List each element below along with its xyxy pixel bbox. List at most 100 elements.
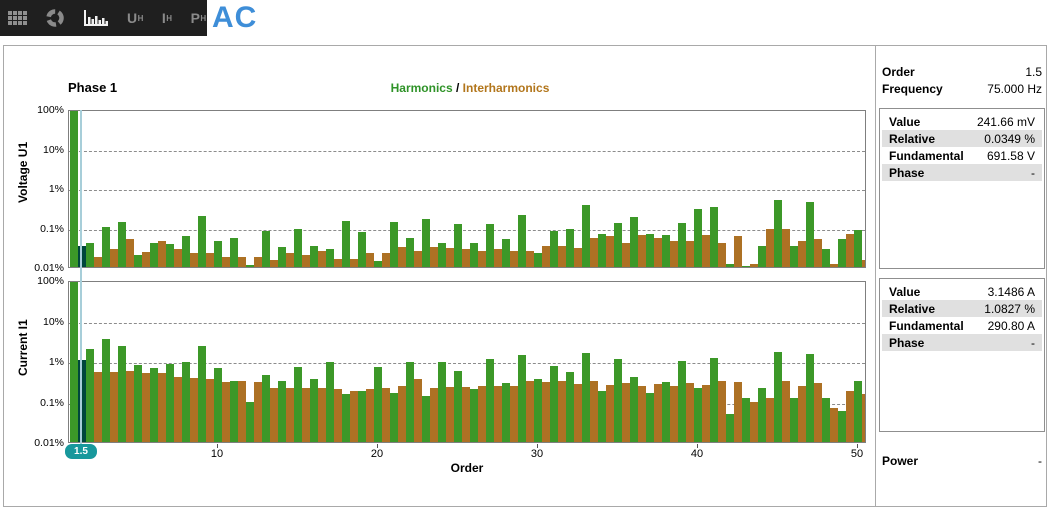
harmonic-bar[interactable] (694, 387, 702, 442)
harmonic-bar[interactable] (806, 201, 814, 267)
harmonic-bar[interactable] (854, 380, 862, 442)
interharmonic-bar[interactable] (574, 248, 582, 267)
harmonic-bar[interactable] (214, 367, 222, 442)
interharmonic-bar[interactable] (526, 381, 534, 442)
harmonic-bar[interactable] (246, 401, 254, 442)
harmonic-bar[interactable] (198, 346, 206, 442)
harmonic-bar[interactable] (86, 348, 94, 442)
harmonic-bar[interactable] (662, 234, 670, 267)
interharmonic-bar[interactable] (222, 382, 230, 442)
interharmonic-bar[interactable] (814, 382, 822, 442)
interharmonic-bar[interactable] (846, 391, 854, 442)
interharmonic-bar[interactable] (334, 258, 342, 267)
harmonic-bar[interactable] (118, 221, 126, 267)
harmonic-bar[interactable] (198, 215, 206, 267)
interharmonic-bar[interactable] (382, 253, 390, 267)
interharmonic-bar[interactable] (174, 377, 182, 442)
harmonic-bar[interactable] (70, 282, 78, 442)
harmonic-bar[interactable] (566, 229, 574, 267)
harmonic-bar[interactable] (598, 391, 606, 442)
table-grid-button[interactable] (6, 4, 29, 32)
harmonic-bar[interactable] (710, 206, 718, 267)
interharmonic-bar[interactable] (478, 251, 486, 267)
harmonic-bar[interactable] (710, 357, 718, 442)
harmonic-bar[interactable] (726, 263, 734, 267)
interharmonic-bar[interactable] (622, 383, 630, 442)
interharmonic-bar[interactable] (734, 236, 742, 267)
interharmonic-bar[interactable] (798, 386, 806, 442)
interharmonic-bar[interactable] (446, 248, 454, 267)
harmonic-bar[interactable] (118, 345, 126, 442)
interharmonic-bar[interactable] (766, 398, 774, 442)
harmonic-bar[interactable] (790, 398, 798, 442)
harmonic-bar[interactable] (774, 199, 782, 267)
harmonic-bar[interactable] (502, 239, 510, 267)
interharmonic-bar[interactable] (702, 385, 710, 442)
interharmonic-bar[interactable] (718, 380, 726, 442)
harmonic-bar[interactable] (534, 379, 542, 442)
interharmonic-bar[interactable] (94, 256, 102, 267)
interharmonic-bar[interactable] (110, 371, 118, 442)
harmonic-bar[interactable] (758, 245, 766, 267)
harmonic-bar[interactable] (758, 387, 766, 442)
interharmonic-bar[interactable] (638, 234, 646, 267)
interharmonic-bar[interactable] (734, 382, 742, 442)
harmonic-bar[interactable] (614, 359, 622, 442)
interharmonic-bar[interactable] (862, 394, 865, 442)
harmonic-bar[interactable] (582, 352, 590, 442)
interharmonic-bar[interactable] (686, 383, 694, 442)
harmonic-bar[interactable] (742, 266, 750, 267)
harmonic-bar[interactable] (582, 204, 590, 267)
interharmonic-bar[interactable] (670, 241, 678, 267)
interharmonic-bar[interactable] (190, 378, 198, 442)
interharmonic-bar[interactable] (542, 381, 550, 442)
interharmonic-bar[interactable] (366, 389, 374, 442)
interharmonic-bar[interactable] (622, 243, 630, 267)
harmonic-bar[interactable] (406, 361, 414, 442)
interharmonic-bar[interactable] (238, 256, 246, 267)
interharmonic-bar[interactable] (286, 387, 294, 442)
interharmonic-bar[interactable] (398, 386, 406, 442)
harmonic-bar[interactable] (470, 389, 478, 442)
harmonic-bar[interactable] (422, 219, 430, 267)
interharmonic-bar[interactable] (254, 256, 262, 267)
interharmonic-bar[interactable] (526, 250, 534, 267)
interharmonic-bar[interactable] (750, 401, 758, 442)
harmonic-bar[interactable] (278, 381, 286, 442)
interharmonic-bar[interactable] (750, 263, 758, 267)
harmonic-bar[interactable] (358, 232, 366, 267)
harmonic-bar[interactable] (150, 243, 158, 267)
harmonic-bar[interactable] (358, 391, 366, 442)
interharmonic-bar[interactable] (590, 380, 598, 442)
harmonic-bar[interactable] (630, 377, 638, 442)
interharmonic-bar[interactable] (718, 243, 726, 267)
harmonic-bar[interactable] (518, 355, 526, 442)
interharmonic-bar[interactable] (398, 247, 406, 267)
interharmonic-bar[interactable] (638, 386, 646, 442)
interharmonic-bar[interactable] (366, 253, 374, 267)
interharmonic-bar[interactable] (670, 386, 678, 442)
harmonic-bar[interactable] (310, 245, 318, 267)
harmonic-bar[interactable] (438, 361, 446, 442)
harmonic-bar[interactable] (806, 353, 814, 442)
interharmonic-bar[interactable] (558, 245, 566, 267)
harmonic-bar[interactable] (598, 233, 606, 267)
interharmonic-bar[interactable] (222, 256, 230, 267)
interharmonic-bar[interactable] (702, 234, 710, 267)
interharmonic-bar[interactable] (126, 239, 134, 267)
interharmonic-bar[interactable] (542, 245, 550, 267)
interharmonic-bar[interactable] (270, 387, 278, 442)
harmonic-bar[interactable] (774, 351, 782, 442)
harmonic-bar[interactable] (86, 243, 94, 267)
interharmonic-bar[interactable] (430, 247, 438, 267)
interharmonic-bar[interactable] (478, 386, 486, 442)
interharmonic-bar[interactable] (286, 253, 294, 267)
interharmonic-bar[interactable] (302, 255, 310, 267)
harmonic-bar[interactable] (134, 364, 142, 442)
interharmonic-bar[interactable] (606, 236, 614, 267)
harmonic-bar[interactable] (390, 221, 398, 267)
harmonic-bar[interactable] (486, 358, 494, 442)
harmonic-bar[interactable] (694, 208, 702, 267)
